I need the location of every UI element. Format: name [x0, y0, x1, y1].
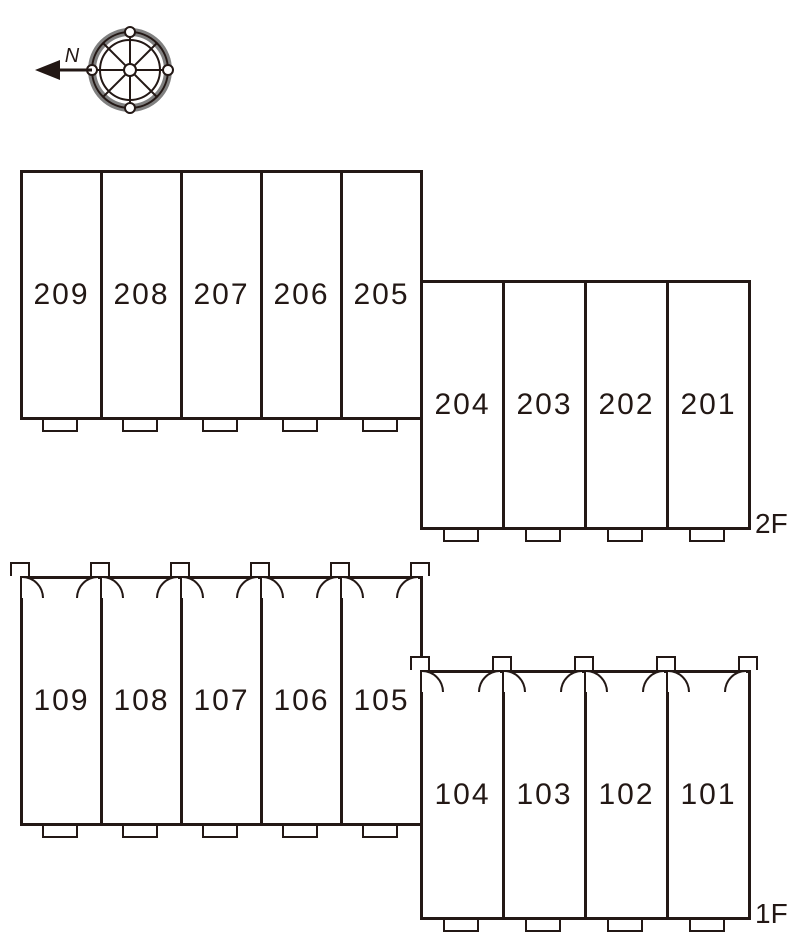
- unit-label: 201: [680, 388, 736, 422]
- unit-205: 205: [340, 170, 423, 420]
- balcony-tab: [122, 420, 158, 432]
- unit-208: 208: [100, 170, 183, 420]
- unit-104: 104: [420, 670, 505, 920]
- unit-label: 109: [33, 684, 89, 718]
- unit-label: 108: [113, 684, 169, 718]
- unit-label: 203: [516, 388, 572, 422]
- unit-102: 102: [584, 670, 669, 920]
- balcony-tab: [42, 420, 78, 432]
- unit-101: 101: [666, 670, 751, 920]
- door-cap-icon: [492, 656, 512, 670]
- unit-label: 102: [598, 778, 654, 812]
- balcony-tab: [282, 420, 318, 432]
- unit-109: 109: [20, 576, 103, 826]
- unit-label: 104: [434, 778, 490, 812]
- door-cap-icon: [656, 656, 676, 670]
- unit-label: 204: [434, 388, 490, 422]
- door-cap-icon: [10, 562, 30, 576]
- balcony-tab: [362, 420, 398, 432]
- door-cap-icon: [250, 562, 270, 576]
- unit-label: 103: [516, 778, 572, 812]
- door-cap-icon: [410, 562, 430, 576]
- unit-label: 101: [680, 778, 736, 812]
- balcony-tab: [42, 826, 78, 838]
- balcony-tab: [525, 530, 561, 542]
- balcony-tab: [202, 420, 238, 432]
- door-cap-icon: [90, 562, 110, 576]
- unit-201: 201: [666, 280, 751, 530]
- unit-label: 107: [193, 684, 249, 718]
- balcony-tab: [443, 530, 479, 542]
- door-cap-icon: [330, 562, 350, 576]
- unit-209: 209: [20, 170, 103, 420]
- unit-label: 208: [113, 278, 169, 312]
- balcony-tab: [362, 826, 398, 838]
- unit-label: 202: [598, 388, 654, 422]
- unit-label: 206: [273, 278, 329, 312]
- floor-plan-canvas: N 2F 209 208 207 206 205 204 203 202 201 1F 109 108 1…: [0, 0, 800, 940]
- unit-105: 105: [340, 576, 423, 826]
- unit-203: 203: [502, 280, 587, 530]
- unit-label: 209: [33, 278, 89, 312]
- unit-103: 103: [502, 670, 587, 920]
- balcony-tab: [122, 826, 158, 838]
- door-cap-icon: [574, 656, 594, 670]
- unit-107: 107: [180, 576, 263, 826]
- door-cap-icon: [738, 656, 758, 670]
- compass-icon: N: [30, 20, 190, 120]
- door-cap-icon: [410, 656, 430, 670]
- unit-202: 202: [584, 280, 669, 530]
- unit-label: 106: [273, 684, 329, 718]
- unit-206: 206: [260, 170, 343, 420]
- balcony-tab: [443, 920, 479, 932]
- balcony-tab: [202, 826, 238, 838]
- balcony-tab: [689, 920, 725, 932]
- unit-label: 205: [353, 278, 409, 312]
- unit-label: 105: [353, 684, 409, 718]
- floor-label: 1F: [755, 898, 788, 930]
- unit-204: 204: [420, 280, 505, 530]
- floor-label: 2F: [755, 508, 788, 540]
- balcony-tab: [607, 920, 643, 932]
- balcony-tab: [689, 530, 725, 542]
- unit-207: 207: [180, 170, 263, 420]
- unit-106: 106: [260, 576, 343, 826]
- unit-108: 108: [100, 576, 183, 826]
- balcony-tab: [282, 826, 318, 838]
- balcony-tab: [525, 920, 561, 932]
- compass-north-label: N: [65, 45, 80, 67]
- door-cap-icon: [170, 562, 190, 576]
- unit-label: 207: [193, 278, 249, 312]
- balcony-tab: [607, 530, 643, 542]
